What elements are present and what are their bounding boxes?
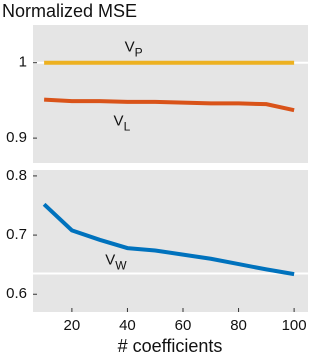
series-label-subscript: L — [124, 120, 131, 134]
chart-title: Normalized MSE — [2, 1, 137, 21]
y-tick-label: 0.6 — [6, 285, 27, 302]
x-tick-label: 60 — [175, 317, 192, 334]
series-line — [42, 202, 295, 277]
series-label: VW — [105, 251, 127, 272]
x-axis-label: # coefficients — [118, 336, 223, 356]
series-label-subscript: P — [135, 46, 143, 60]
y-tick-label: 0.9 — [6, 129, 27, 146]
series-label-subscript: W — [115, 259, 127, 273]
x-tick-label: 100 — [282, 317, 307, 334]
y-tick-label: 0.7 — [6, 226, 27, 243]
x-tick-label: 80 — [230, 317, 247, 334]
series-label-name: V — [114, 112, 124, 129]
y-tick-label: 1 — [19, 54, 27, 71]
plot-area — [33, 170, 308, 312]
y-tick-label: 0.8 — [6, 167, 27, 184]
series-label: VL — [114, 112, 131, 133]
series-line — [44, 97, 295, 113]
series-label: VP — [125, 39, 143, 60]
series-label-name: V — [105, 251, 115, 268]
x-tick-label: 20 — [64, 317, 81, 334]
page: Normalized MSE 0.9 1 VP VL 0.6 0.7 0.8 20 40 60 80 1… — [2, 0, 308, 356]
plot-area — [33, 25, 308, 163]
x-tick-label: 40 — [119, 317, 136, 334]
series-label-name: V — [125, 39, 135, 56]
